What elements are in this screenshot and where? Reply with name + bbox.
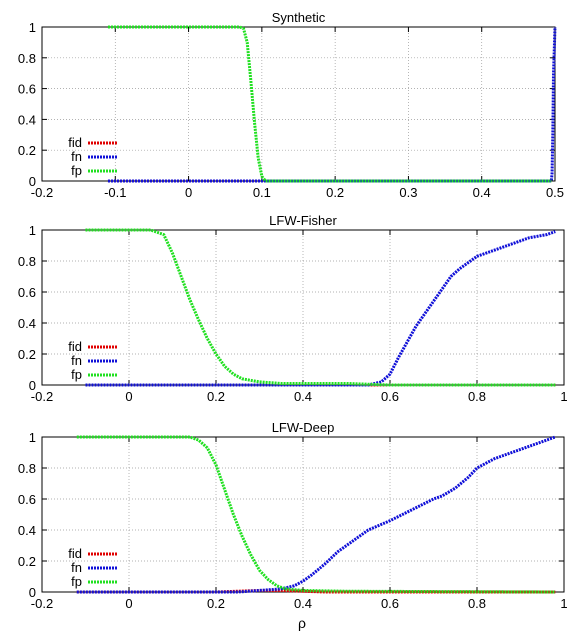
x-tick-label: 0	[125, 596, 132, 611]
x-tick-label: 1	[560, 389, 567, 404]
y-tick-label: 0.4	[18, 112, 36, 127]
x-tick-label: 0.6	[381, 389, 399, 404]
x-tick-label: 1	[560, 596, 567, 611]
x-tick-label: -0.1	[104, 185, 126, 200]
y-tick-label: 1	[29, 430, 36, 445]
x-axis-label: ρ	[298, 615, 306, 631]
legend-label-fn: fn	[71, 149, 82, 164]
series-line-fn	[85, 230, 556, 387]
legend-label-fn: fn	[71, 353, 82, 368]
y-tick-label: 0.2	[18, 143, 36, 158]
legend-label-fid: fid	[68, 135, 82, 150]
chart-title: Synthetic	[272, 10, 326, 25]
panel-synthetic: -0.2 -0.1 0 0.1 0.2 0.3 0.4 0.5 0 0.2 0.4 0.6 0.8 1 Sy…	[18, 10, 564, 200]
legend-label-fp: fp	[71, 367, 82, 382]
y-tick-label: 0.6	[18, 82, 36, 97]
y-tick-label: 0.2	[18, 554, 36, 569]
x-tick-label: -0.2	[31, 185, 53, 200]
y-tick-label: 0.6	[18, 285, 36, 300]
series-line-fn	[76, 435, 556, 594]
x-tick-label: 0	[125, 389, 132, 404]
y-tick-label: 0.6	[18, 492, 36, 507]
x-tick-label: 0.4	[294, 596, 312, 611]
x-tick-label: 0.8	[468, 596, 486, 611]
x-tick-label: -0.2	[31, 389, 53, 404]
x-tick-label: 0.2	[207, 596, 225, 611]
y-tick-label: 0.8	[18, 461, 36, 476]
legend-label-fp: fp	[71, 574, 82, 589]
x-tick-label: 0.4	[294, 389, 312, 404]
series-line-fp	[85, 228, 556, 387]
panel-lfw-deep: -0.2 0 0.2 0.4 0.6 0.8 100.20.40.60.81LFW-Deep…	[18, 420, 568, 611]
plot-area	[42, 27, 555, 181]
y-tick-label: 1	[29, 20, 36, 35]
legend-label-fp: fp	[71, 163, 82, 178]
x-tick-label: 0.2	[207, 389, 225, 404]
y-tick-label: 1	[29, 223, 36, 238]
y-tick-label: 0.8	[18, 51, 36, 66]
x-tick-label: 0.8	[468, 389, 486, 404]
legend-label-fn: fn	[71, 560, 82, 575]
x-tick-label: 0.6	[381, 596, 399, 611]
x-tick-label: 0.3	[399, 185, 417, 200]
chart-title: LFW-Deep	[272, 420, 335, 435]
y-tick-label: 0	[29, 174, 36, 189]
y-tick-label: 0.2	[18, 347, 36, 362]
x-tick-label: 0	[185, 185, 192, 200]
chart-title: LFW-Fisher	[269, 213, 337, 228]
y-tick-label: 0	[29, 378, 36, 393]
x-tick-label: 0.2	[326, 185, 344, 200]
y-tick-label: 0.4	[18, 523, 36, 538]
plot-area	[42, 437, 564, 592]
y-tick-label: 0.8	[18, 254, 36, 269]
y-tick-label: 0	[29, 585, 36, 600]
y-tick-label: 0.4	[18, 316, 36, 331]
x-tick-label: 0.4	[473, 185, 491, 200]
legend-label-fid: fid	[68, 339, 82, 354]
x-tick-label: -0.2	[31, 596, 53, 611]
x-tick-label: 0.5	[546, 185, 564, 200]
x-tick-label: 0.1	[253, 185, 271, 200]
series-line-fp	[107, 25, 552, 183]
panel-lfw-fisher: -0.2 0 0.2 0.4 0.6 0.8 100.20.40.60.81LFW-Fish…	[18, 213, 568, 404]
legend-label-fid: fid	[68, 546, 82, 561]
